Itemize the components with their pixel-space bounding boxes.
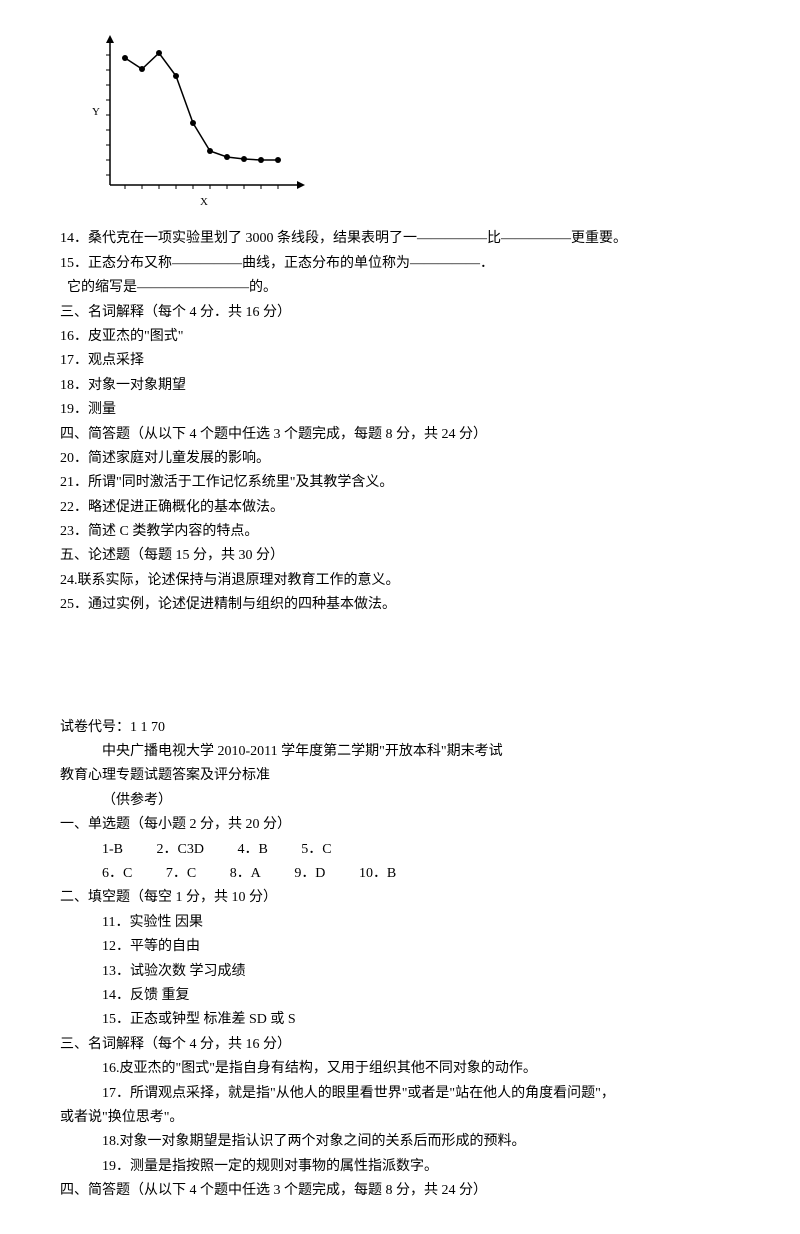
question-24: 24.联系实际，论述保持与消退原理对教育工作的意义。 (60, 570, 740, 592)
question-21: 21．所谓"同时激活于工作记忆系统里"及其教学含义。 (60, 472, 740, 494)
answer-15: 15．正态或钟型 标准差 SD 或 S (60, 1009, 740, 1031)
x-axis-label: X (200, 196, 208, 208)
question-15a: 15．正态分布又称―――――曲线，正态分布的单位称为―――――． (60, 253, 740, 275)
answer-7: 7．C (166, 863, 196, 885)
answer-8: 8．A (230, 863, 261, 885)
section-4-title: 四、简答题（从以下 4 个题中任选 3 个题完成，每题 8 分，共 24 分） (60, 424, 740, 446)
answer-19: 19．测量是指按照一定的规则对事物的属性指派数字。 (60, 1156, 740, 1178)
answer-row-2: 6．C 7．C 8．A 9．D 10．B (60, 863, 740, 885)
answer-13: 13．试验次数 学习成绩 (60, 961, 740, 983)
answer-5: 5．C (301, 839, 331, 861)
answer-sec1-title: 一、单选题（每小题 2 分，共 20 分） (60, 814, 740, 836)
line-chart: Y X (80, 30, 740, 218)
question-25: 25．通过实例，论述促进精制与组织的四种基本做法。 (60, 594, 740, 616)
answer-key-title: 教育心理专题试题答案及评分标准 (60, 765, 740, 787)
question-17: 17．观点采择 (60, 350, 740, 372)
answer-14: 14．反馈 重复 (60, 985, 740, 1007)
question-19: 19．测量 (60, 399, 740, 421)
question-23: 23．简述 C 类教学内容的特点。 (60, 521, 740, 543)
paper-code: 试卷代号：1 1 70 (60, 717, 740, 739)
question-15b: 它的缩写是――――――――的。 (60, 277, 740, 299)
answer-16: 16.皮亚杰的"图式"是指自身有结构，又用于组织其他不同对象的动作。 (60, 1058, 740, 1080)
answer-sec3-title: 三、名词解释（每个 4 分，共 16 分） (60, 1034, 740, 1056)
chart-svg: Y X (80, 30, 310, 210)
y-axis-label: Y (92, 106, 100, 118)
question-16: 16．皮亚杰的"图式" (60, 326, 740, 348)
answer-1: 1-B (102, 839, 123, 861)
answer-11: 11．实验性 因果 (60, 912, 740, 934)
university-title: 中央广播电视大学 2010-2011 学年度第二学期"开放本科"期末考试 (60, 741, 740, 763)
answer-17b: 或者说"换位思考"。 (60, 1107, 740, 1129)
answer-18: 18.对象一对象期望是指认识了两个对象之间的关系后而形成的预料。 (60, 1131, 740, 1153)
question-20: 20．简述家庭对儿童发展的影响。 (60, 448, 740, 470)
answer-row-1: 1-B 2．C3D 4．B 5．C (60, 839, 740, 861)
answer-4: 4．B (237, 839, 267, 861)
answer-12: 12．平等的自由 (60, 936, 740, 958)
question-22: 22．略述促进正确概化的基本做法。 (60, 497, 740, 519)
answer-9: 9．D (294, 863, 325, 885)
question-18: 18．对象一对象期望 (60, 375, 740, 397)
section-5-title: 五、论述题（每题 15 分，共 30 分） (60, 545, 740, 567)
answer-2: 2．C3D (157, 839, 204, 861)
answer-key-note: （供参考） (60, 790, 740, 812)
answer-17: 17．所谓观点采择，就是指"从他人的眼里看世界"或者是"站在他人的角度看问题"， (60, 1083, 740, 1105)
answer-10: 10．B (359, 863, 396, 885)
answer-6: 6．C (102, 863, 132, 885)
question-14: 14．桑代克在一项实验里划了 3000 条线段，结果表明了一―――――比――――… (60, 228, 740, 250)
answer-sec4-title: 四、简答题（从以下 4 个题中任选 3 个题完成，每题 8 分，共 24 分） (60, 1180, 740, 1202)
section-3-title: 三、名词解释（每个 4 分．共 16 分） (60, 302, 740, 324)
answer-sec2-title: 二、填空题（每空 1 分，共 10 分） (60, 887, 740, 909)
